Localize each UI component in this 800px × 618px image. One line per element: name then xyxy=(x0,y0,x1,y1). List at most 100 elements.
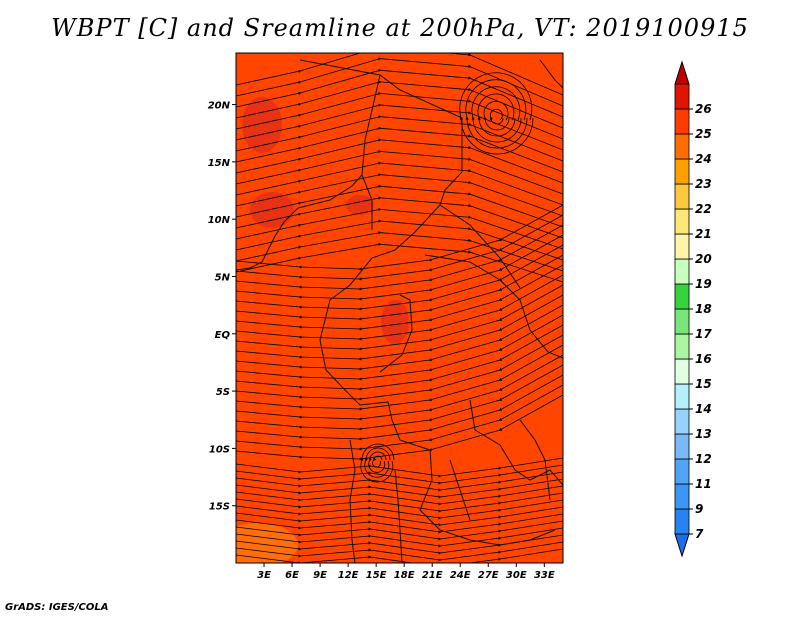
colorbar-label: 26 xyxy=(695,102,712,116)
streamline xyxy=(360,443,395,483)
colorbar-swatch xyxy=(674,383,690,410)
colorbar-swatch xyxy=(674,258,690,285)
streamline xyxy=(459,72,534,155)
lon-label: 9E xyxy=(313,570,327,581)
footer-credit: GrADS: IGES/COLA xyxy=(5,602,109,613)
colorbar-label: 13 xyxy=(695,427,712,441)
streamline xyxy=(236,548,563,563)
lat-label: 15S xyxy=(209,502,230,513)
colorbar-swatch xyxy=(674,283,690,310)
lon-label: 6E xyxy=(285,570,299,581)
border-line xyxy=(539,59,563,89)
colorbar-swatch xyxy=(674,308,690,335)
streamline xyxy=(236,184,563,228)
streamline xyxy=(236,457,563,478)
lat-label: 15N xyxy=(208,158,231,169)
streamline xyxy=(236,68,563,118)
streamline xyxy=(477,93,516,137)
border-line xyxy=(297,174,363,209)
colorbar-label: 12 xyxy=(695,452,712,466)
colorbar: 7 9 11 12 13 14 15 16 17 18 19 20 21 22 23 24 25 26 xyxy=(674,60,712,558)
streamline xyxy=(236,161,563,206)
streamline xyxy=(236,53,563,96)
streamline xyxy=(364,447,391,478)
streamline xyxy=(236,138,563,184)
lon-label: 30E xyxy=(506,570,527,581)
border-line xyxy=(349,439,356,563)
streamline xyxy=(236,149,563,195)
colorbar-label: 15 xyxy=(695,377,712,391)
streamline xyxy=(236,485,563,506)
colorbar-swatch xyxy=(674,208,690,235)
streamlines xyxy=(236,53,563,563)
streamline xyxy=(236,464,563,485)
border-line xyxy=(299,59,463,172)
colorbar-label: 16 xyxy=(695,352,712,366)
streamline xyxy=(236,478,563,499)
border-line xyxy=(344,389,431,451)
streamline xyxy=(471,86,522,143)
lat-label: 10S xyxy=(209,444,230,455)
border-line xyxy=(379,294,413,373)
colorbar-label: 25 xyxy=(695,127,712,141)
streamline xyxy=(236,506,563,527)
streamline xyxy=(236,513,563,534)
chart-title: WBPT [C] and Sreamline at 200hPa, VT: 20… xyxy=(51,14,749,42)
colorbar-label: 23 xyxy=(695,177,712,191)
border-line xyxy=(449,459,471,521)
lon-label: 15E xyxy=(366,570,387,581)
warm-shade-patch xyxy=(250,192,294,228)
border-line xyxy=(371,171,463,259)
streamline xyxy=(368,451,387,473)
colorbar-swatch xyxy=(674,433,690,460)
lat-ticks: 20N 15N 10N 5N EQ 5S 10S 15S xyxy=(208,101,236,513)
lon-label: 18E xyxy=(394,570,415,581)
streamline xyxy=(489,108,504,125)
colorbar-swatch xyxy=(674,458,690,485)
border-line xyxy=(469,399,563,486)
border-line xyxy=(361,74,381,230)
colorbar-label: 9 xyxy=(695,502,703,516)
lon-label: 33E xyxy=(534,570,555,581)
streamline xyxy=(236,394,563,461)
colorbar-swatch xyxy=(674,133,690,160)
colorbar-label: 19 xyxy=(695,277,712,291)
colorbar-label: 18 xyxy=(695,302,712,316)
colorbar-swatch xyxy=(674,358,690,385)
coastline-west xyxy=(236,207,299,271)
border-line xyxy=(319,257,373,391)
border-line xyxy=(439,204,521,289)
border-line xyxy=(424,254,563,359)
warm-shade-patch xyxy=(381,300,409,344)
streamline xyxy=(236,520,563,541)
lat-label: 5S xyxy=(216,387,230,398)
streamline xyxy=(236,527,563,548)
streamline xyxy=(236,471,563,492)
streamline xyxy=(236,115,563,162)
lon-label: 24E xyxy=(450,570,471,581)
lon-label: 12E xyxy=(338,570,359,581)
map-frame xyxy=(235,52,564,564)
colorbar-label: 24 xyxy=(695,152,712,166)
colorbar-swatch xyxy=(674,233,690,260)
border-line xyxy=(419,449,556,546)
lat-label: 20N xyxy=(208,101,231,112)
colorbar-label: 20 xyxy=(695,252,712,266)
map-panel: 20N 15N 10N 5N EQ 5S 10S 15S 3E 6E 9E 12E 15E 18E 21E… xyxy=(208,52,564,581)
streamline xyxy=(236,173,563,217)
country-borders xyxy=(236,59,563,563)
colorbar-label: 7 xyxy=(695,527,704,541)
streamline xyxy=(372,455,383,468)
streamline xyxy=(483,100,510,131)
streamline xyxy=(236,492,563,513)
lon-label: 21E xyxy=(422,570,443,581)
warm-shade-patch xyxy=(242,97,282,153)
warm-shade-patch xyxy=(346,195,374,215)
streamline xyxy=(236,541,563,562)
colorbar-swatch xyxy=(674,508,690,535)
lat-label: 5N xyxy=(215,272,231,283)
coastline-east xyxy=(519,419,551,501)
colorbar-swatch xyxy=(674,483,690,510)
colorbar-swatch xyxy=(674,158,690,185)
streamline xyxy=(236,91,563,140)
